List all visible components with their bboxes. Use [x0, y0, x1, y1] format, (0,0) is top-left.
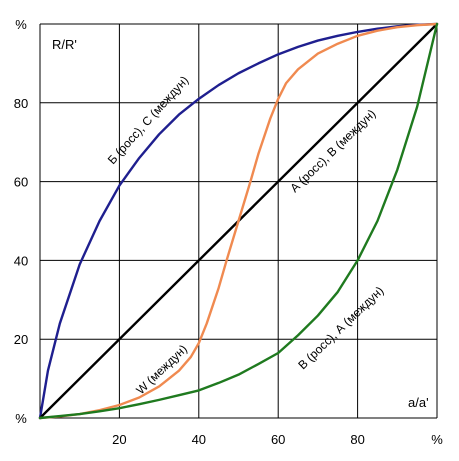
y-tick-label: 80 [14, 96, 28, 111]
series-line-3 [38, 22, 439, 420]
x-tick-label: 80 [350, 432, 364, 447]
x-tick-label: 40 [192, 432, 206, 447]
grid [39, 23, 438, 419]
x-tick-label: 20 [112, 432, 126, 447]
series-line-0 [38, 22, 439, 420]
x-tick-label: 60 [271, 432, 285, 447]
y-tick-label: 20 [14, 332, 28, 347]
tick-labels: % 20 40 60 80% 20 40 60 80% [14, 17, 443, 447]
y-tick-label: % [15, 411, 27, 426]
x-tick-label: % [431, 432, 443, 447]
y-axis-label: R/R' [52, 37, 77, 52]
y-tick-label: 60 [14, 175, 28, 190]
y-tick-label: 40 [14, 253, 28, 268]
y-tick-label: % [15, 17, 27, 32]
series-lines [38, 22, 439, 420]
series-line-2 [38, 22, 439, 420]
x-axis-label: a/a' [408, 395, 429, 410]
